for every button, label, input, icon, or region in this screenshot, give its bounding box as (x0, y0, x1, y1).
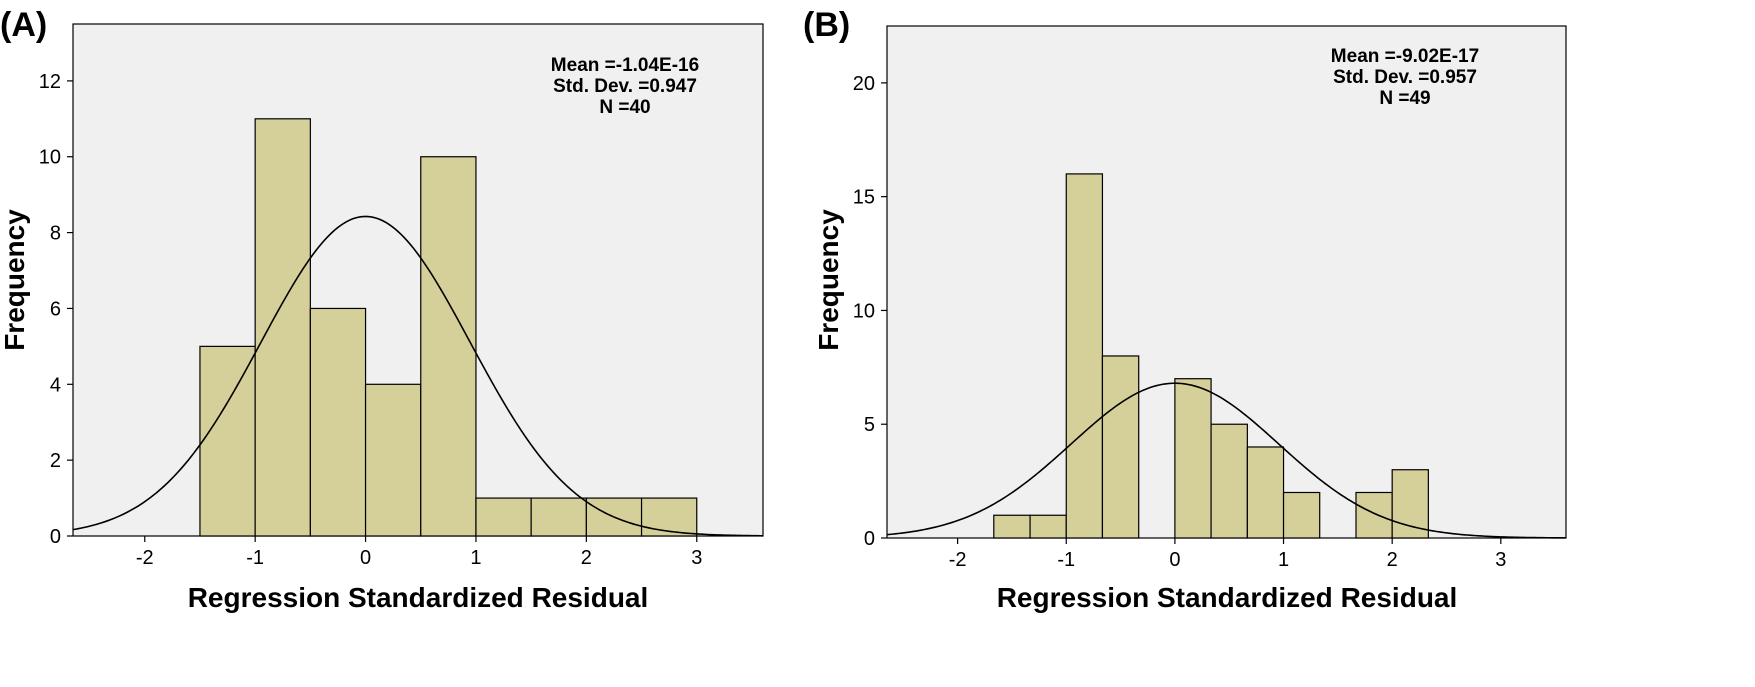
x-axis-title-a: Regression Standardized Residual (188, 582, 649, 613)
y-tick-label: 2 (50, 450, 61, 472)
histogram-bar (420, 156, 477, 537)
y-tick-label: 4 (50, 374, 61, 396)
y-tick-label: 20 (853, 73, 875, 95)
x-axis-b: -2 -1 0 1 2 3 (949, 538, 1506, 571)
panel-label-a: (A) (0, 6, 47, 44)
x-tick-label: 0 (1169, 549, 1180, 571)
histogram-bar (1355, 491, 1393, 539)
y-tick-label: 12 (39, 71, 61, 93)
y-tick-label: 10 (853, 300, 875, 322)
histogram-bar (993, 514, 1031, 539)
histogram-bar (1282, 491, 1321, 539)
y-tick-label: 0 (864, 528, 875, 550)
y-tick-label: 15 (853, 187, 875, 209)
histogram-bar (1174, 378, 1212, 539)
histogram-bar (1101, 355, 1140, 539)
x-axis-title-b: Regression Standardized Residual (997, 582, 1458, 613)
stat-std-dev-b: Std. Dev. =0.957 (1333, 67, 1477, 88)
x-tick-label: 1 (1278, 549, 1289, 571)
histogram-bar (640, 497, 698, 537)
y-tick-label: 10 (39, 147, 61, 169)
histogram-panel-b: (B) 0 5 10 15 20 -2 -1 0 1 2 3 Regression Standar… (803, 6, 1567, 613)
x-tick-label: 2 (581, 547, 592, 569)
histogram-bar (1391, 469, 1429, 539)
stats-box-a: Mean =-1.04E-16 Std. Dev. =0.947 N =40 (551, 55, 699, 118)
histogram-bar (475, 497, 532, 537)
y-axis-a: 0 2 4 6 8 10 12 (39, 71, 73, 548)
stats-box-b: Mean =-9.02E-17 Std. Dev. =0.957 N =49 (1331, 46, 1479, 109)
y-axis-title-a: Frequency (0, 209, 30, 351)
histogram-bar (530, 497, 587, 537)
y-axis-b: 0 5 10 15 20 (853, 73, 887, 550)
x-axis-a: -2 -1 0 1 2 3 (136, 536, 702, 569)
histogram-bar (1210, 423, 1248, 539)
x-tick-label: 2 (1387, 549, 1398, 571)
x-tick-label: -2 (949, 549, 967, 571)
x-tick-label: 0 (360, 547, 371, 569)
normal-curve-b (886, 382, 1567, 539)
bars-a (199, 118, 698, 537)
histogram-bar (364, 383, 422, 537)
y-tick-label: 0 (50, 526, 61, 548)
bars-b (993, 173, 1429, 539)
panel-label-b: (B) (803, 6, 850, 44)
stat-n-b: N =49 (1379, 88, 1430, 109)
x-tick-label: 3 (1495, 549, 1506, 571)
histogram-bar (309, 307, 367, 537)
stat-std-dev-a: Std. Dev. =0.947 (553, 76, 697, 97)
y-tick-label: 5 (864, 414, 875, 436)
x-tick-label: 1 (470, 547, 481, 569)
x-tick-label: -2 (136, 547, 154, 569)
y-tick-label: 6 (50, 298, 61, 320)
histogram-bar (1065, 173, 1104, 539)
normal-curve-a (72, 215, 764, 537)
y-tick-label: 8 (50, 223, 61, 245)
histogram-bar (1029, 514, 1067, 539)
stat-mean-b: Mean =-9.02E-17 (1331, 46, 1479, 67)
x-tick-label: 3 (691, 547, 702, 569)
x-tick-label: -1 (246, 547, 264, 569)
y-axis-title-b: Frequency (813, 209, 844, 351)
stat-mean-a: Mean =-1.04E-16 (551, 55, 699, 76)
histogram-bar (254, 118, 311, 537)
x-tick-label: -1 (1057, 549, 1075, 571)
histogram-bar (199, 345, 256, 537)
stat-n-a: N =40 (599, 97, 650, 118)
histogram-bar (1246, 446, 1285, 539)
